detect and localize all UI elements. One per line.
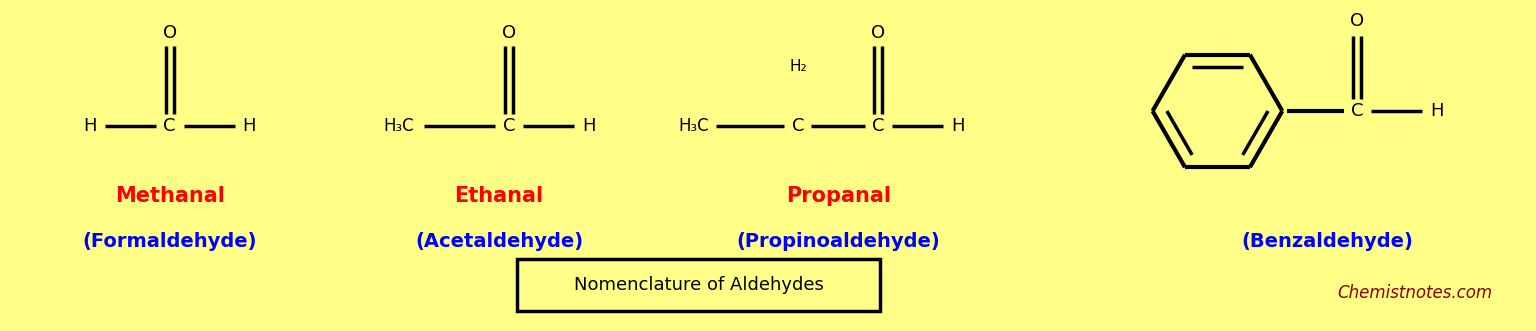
Text: C: C [872,117,885,135]
FancyBboxPatch shape [518,259,880,311]
Text: (Propinoaldehyde): (Propinoaldehyde) [736,231,940,251]
Text: H: H [582,117,596,135]
Text: H₂: H₂ [790,59,806,73]
Text: O: O [871,24,885,42]
Text: H: H [83,117,97,135]
Text: O: O [163,24,177,42]
Text: C: C [163,117,177,135]
Text: Ethanal: Ethanal [455,186,544,206]
Text: Propanal: Propanal [786,186,891,206]
Text: O: O [1350,12,1364,30]
Text: H: H [243,117,257,135]
Text: Chemistnotes.com: Chemistnotes.com [1338,284,1493,302]
Text: H: H [1430,102,1444,120]
Text: C: C [502,117,515,135]
Text: Methanal: Methanal [115,186,224,206]
Text: H: H [951,117,965,135]
Text: H₃C: H₃C [384,117,415,135]
Text: H₃C: H₃C [679,117,708,135]
Text: C: C [1350,102,1364,120]
Text: C: C [793,117,805,135]
Text: O: O [502,24,516,42]
Text: (Formaldehyde): (Formaldehyde) [83,231,257,251]
Text: (Benzaldehyde): (Benzaldehyde) [1241,231,1413,251]
Text: Nomenclature of Aldehydes: Nomenclature of Aldehydes [573,276,823,294]
Text: (Acetaldehyde): (Acetaldehyde) [415,231,584,251]
